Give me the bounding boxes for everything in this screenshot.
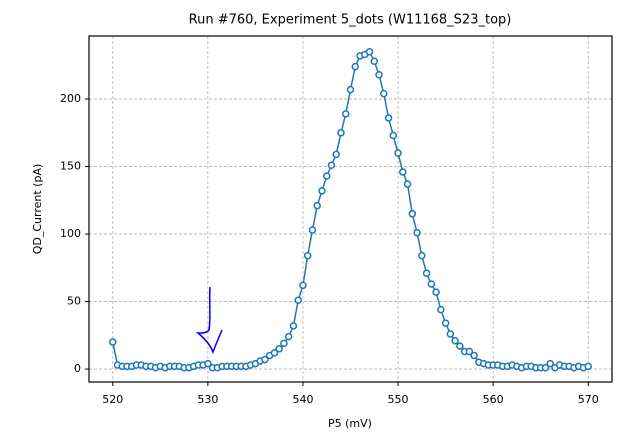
data-point (313, 201, 321, 210)
data-point (261, 355, 269, 364)
data-point (541, 363, 550, 372)
data-point (384, 114, 393, 122)
data-point (332, 150, 340, 159)
data-point (303, 251, 312, 260)
data-point (308, 226, 317, 234)
data-point (441, 319, 450, 327)
x-tick-label: 550 (388, 393, 409, 406)
data-point (465, 347, 474, 356)
data-point (403, 180, 412, 188)
data-point (422, 269, 431, 277)
x-axis-label: P5 (mV) (328, 417, 372, 430)
data-point (389, 131, 398, 140)
data-point (546, 359, 554, 368)
data-point (341, 110, 350, 118)
data-point (275, 345, 283, 353)
data-point (394, 149, 402, 157)
y-axis-label: QD_Current (pA) (31, 164, 44, 255)
y-tick-label: 100 (60, 227, 81, 240)
data-point (318, 187, 326, 195)
data-point (327, 161, 336, 169)
data-point (370, 57, 379, 65)
data-point (365, 48, 374, 56)
data-point (375, 70, 383, 79)
data-point (451, 336, 459, 345)
data-point (408, 210, 417, 218)
data-point (470, 351, 478, 360)
data-point (284, 332, 293, 341)
x-tick-label: 560 (483, 393, 504, 406)
data-point (432, 288, 440, 296)
data-point (446, 330, 455, 338)
x-tick-label: 520 (102, 393, 123, 406)
y-tick-label: 200 (60, 92, 81, 105)
data-point (204, 359, 212, 368)
data-point (456, 342, 464, 350)
data-point (337, 129, 345, 137)
data-point (399, 168, 407, 176)
chart-title: Run #760, Experiment 5_dots (W11168_S23_… (189, 13, 512, 28)
data-point (289, 322, 298, 330)
data-point (322, 172, 331, 180)
data-point (299, 281, 307, 290)
data-point (427, 280, 436, 288)
data-point (346, 85, 355, 94)
data-point (351, 62, 360, 71)
data-point (413, 228, 421, 237)
x-tick-label: 540 (292, 393, 313, 406)
plot-frame (88, 35, 613, 383)
x-tick-label: 530 (197, 393, 218, 406)
data-point (380, 89, 388, 98)
data-point (418, 251, 426, 260)
data-point (437, 305, 445, 314)
data-point (280, 339, 288, 348)
y-tick-label: 50 (67, 295, 81, 308)
data-point (109, 338, 117, 346)
data-point (270, 349, 279, 357)
y-tick-label: 0 (74, 362, 81, 375)
hand-annotation (195, 286, 223, 355)
plot-area: 520 530 540 550 560 570 0 50 100 150 200 (60, 36, 612, 406)
data-point (584, 362, 592, 371)
y-tick-label: 150 (60, 160, 81, 173)
x-tick-label: 570 (578, 393, 599, 406)
data-point (294, 296, 302, 304)
